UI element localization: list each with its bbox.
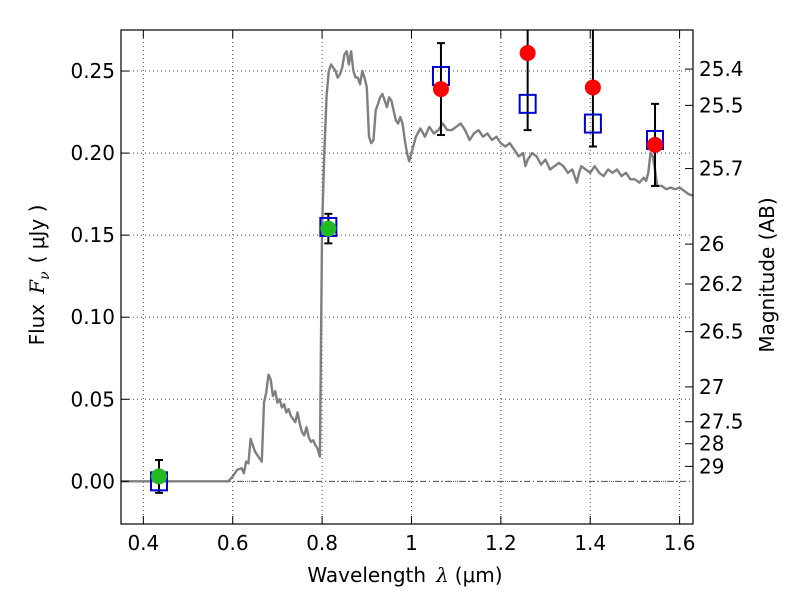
error-bars: [154, 30, 660, 494]
x-tick-label: 1.6: [664, 531, 696, 555]
right-tick-label: 27.5: [699, 410, 744, 434]
right-tick-label: 25.7: [699, 157, 744, 181]
axis-ticks: 0.4 0.6 0.8 1 1.2 1.4 1.6 0.00 0.05 0.10 0.15 0.20 0…: [70, 30, 744, 555]
y-tick-label: 0.05: [70, 387, 115, 411]
nir-detection-point: [584, 79, 601, 96]
nir-detection-point: [519, 44, 536, 61]
x-tick-label: 1.2: [485, 531, 517, 555]
model-photometry-squares: [149, 65, 665, 492]
x-tick-label: 1: [405, 531, 418, 555]
x-tick-label: 0.8: [306, 531, 338, 555]
right-tick-label: 25.5: [699, 93, 744, 117]
grid: [121, 30, 693, 524]
y-tick-label: 0.00: [70, 469, 115, 493]
optical-detection-point: [320, 220, 337, 237]
right-tick-label: 26: [699, 232, 724, 256]
right-tick-label: 29: [699, 454, 724, 478]
nir-detection-point: [432, 81, 449, 98]
model-photometry-square: [583, 113, 602, 134]
plot-frame: [120, 29, 694, 525]
model-photometry-square: [518, 93, 537, 114]
right-tick-label: 26.2: [699, 272, 744, 296]
y-tick-label: 0.20: [70, 141, 115, 165]
model-sed-group: [121, 50, 694, 483]
y-tick-label: 0.25: [70, 59, 115, 83]
right-tick-label: 28: [699, 432, 724, 456]
right-axis-label: Magnitude (AB): [755, 197, 779, 352]
right-tick-label: 27: [699, 375, 724, 399]
y-tick-label: 0.15: [70, 223, 115, 247]
x-tick-label: 0.4: [127, 531, 159, 555]
y-axis-label: FluxFν( μJy ): [25, 205, 53, 346]
x-axis-label: Wavelength λ (μm): [307, 563, 502, 587]
y-tick-label: 0.10: [70, 305, 115, 329]
optical-detection-point: [150, 468, 167, 485]
x-tick-label: 1.4: [574, 531, 606, 555]
right-tick-label: 26.5: [699, 320, 744, 344]
nir-detection-point: [647, 136, 664, 153]
x-tick-label: 0.6: [217, 531, 249, 555]
observed-points: [150, 44, 664, 485]
model-sed-line: [121, 50, 694, 483]
right-tick-label: 25.4: [699, 57, 744, 81]
